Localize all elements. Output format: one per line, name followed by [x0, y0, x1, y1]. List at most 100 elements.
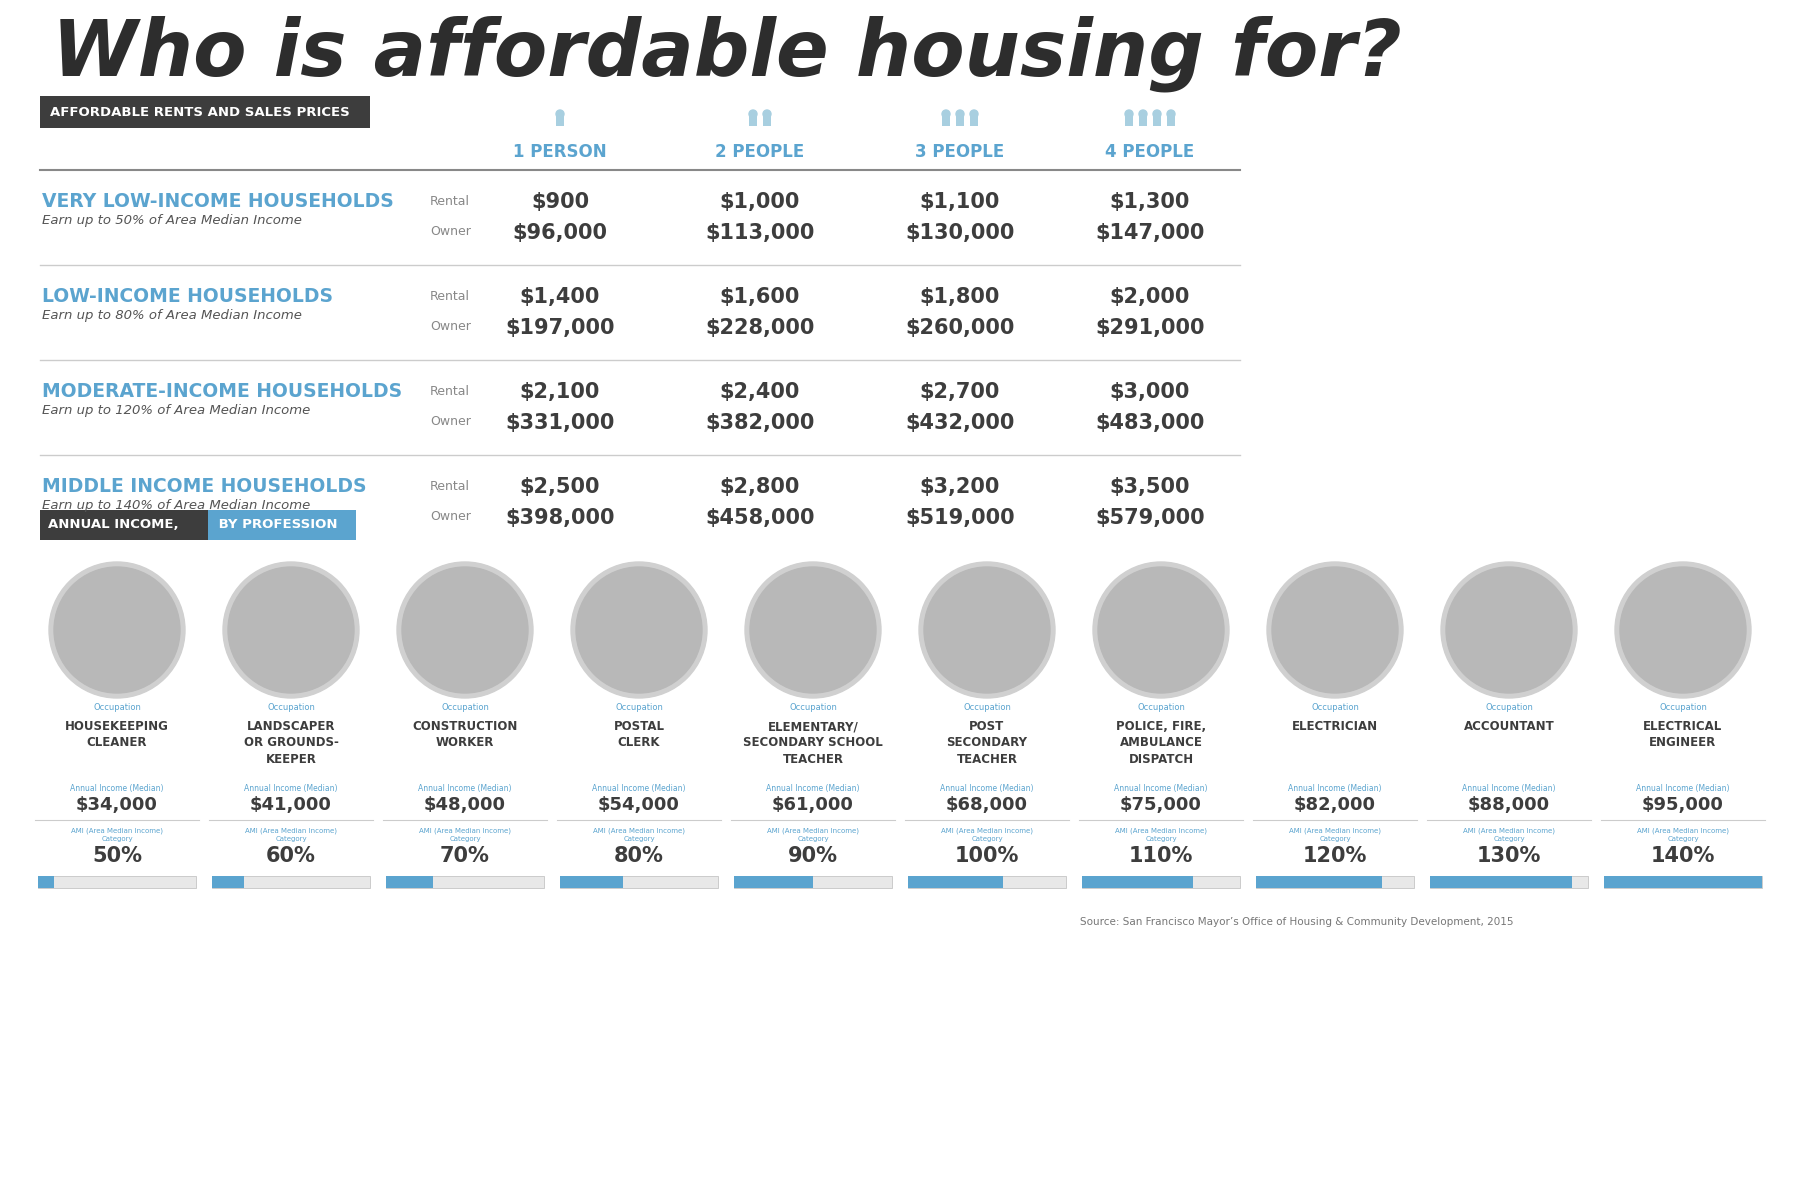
Text: $382,000: $382,000 — [706, 413, 815, 433]
Text: $54,000: $54,000 — [598, 796, 680, 814]
Text: $579,000: $579,000 — [1094, 508, 1204, 528]
Text: Occupation: Occupation — [616, 702, 662, 712]
FancyBboxPatch shape — [40, 510, 209, 540]
Text: AMI (Area Median Income)
Category: AMI (Area Median Income) Category — [245, 828, 337, 841]
Text: Occupation: Occupation — [1660, 702, 1706, 712]
Text: Rental: Rental — [430, 290, 470, 302]
Text: Rental: Rental — [430, 385, 470, 398]
Text: ACCOUNTANT: ACCOUNTANT — [1463, 720, 1555, 733]
Text: Rental: Rental — [430, 480, 470, 493]
FancyBboxPatch shape — [212, 876, 243, 888]
Text: Earn up to 50% of Area Median Income: Earn up to 50% of Area Median Income — [41, 214, 302, 227]
Text: 50%: 50% — [92, 846, 142, 866]
Text: Earn up to 140% of Area Median Income: Earn up to 140% of Area Median Income — [41, 499, 310, 512]
Text: $1,600: $1,600 — [720, 287, 801, 307]
Text: $75,000: $75,000 — [1120, 796, 1202, 814]
FancyBboxPatch shape — [560, 876, 718, 888]
FancyBboxPatch shape — [1429, 876, 1588, 888]
FancyBboxPatch shape — [1604, 876, 1762, 888]
Circle shape — [941, 110, 950, 118]
FancyBboxPatch shape — [38, 876, 54, 888]
Text: $82,000: $82,000 — [1294, 796, 1375, 814]
Circle shape — [923, 566, 1049, 692]
Text: 60%: 60% — [266, 846, 317, 866]
Text: Annual Income (Median): Annual Income (Median) — [767, 784, 860, 792]
FancyBboxPatch shape — [734, 876, 893, 888]
Text: Annual Income (Median): Annual Income (Median) — [245, 784, 338, 792]
Circle shape — [751, 566, 877, 692]
FancyBboxPatch shape — [1166, 116, 1175, 126]
Text: AMI (Area Median Income)
Category: AMI (Area Median Income) Category — [592, 828, 686, 841]
Text: AMI (Area Median Income)
Category: AMI (Area Median Income) Category — [70, 828, 164, 841]
Text: 110%: 110% — [1129, 846, 1193, 866]
Text: Annual Income (Median): Annual Income (Median) — [1636, 784, 1730, 792]
Text: AMI (Area Median Income)
Category: AMI (Area Median Income) Category — [419, 828, 511, 841]
Text: 1 PERSON: 1 PERSON — [513, 143, 607, 161]
Text: $398,000: $398,000 — [506, 508, 616, 528]
Text: 120%: 120% — [1303, 846, 1368, 866]
Text: Occupation: Occupation — [94, 702, 140, 712]
FancyBboxPatch shape — [941, 116, 950, 126]
Text: 100%: 100% — [954, 846, 1019, 866]
FancyBboxPatch shape — [1082, 876, 1193, 888]
FancyBboxPatch shape — [38, 876, 196, 888]
Circle shape — [1125, 110, 1132, 118]
Text: 90%: 90% — [788, 846, 839, 866]
Text: Owner: Owner — [430, 510, 472, 523]
Text: POLICE, FIRE,
AMBULANCE
DISPATCH: POLICE, FIRE, AMBULANCE DISPATCH — [1116, 720, 1206, 766]
Text: BY PROFESSION: BY PROFESSION — [214, 518, 338, 532]
Circle shape — [398, 562, 533, 698]
Circle shape — [54, 566, 180, 692]
Text: HOUSEKEEPING
CLEANER: HOUSEKEEPING CLEANER — [65, 720, 169, 750]
Circle shape — [1615, 562, 1751, 698]
Text: $2,800: $2,800 — [720, 476, 801, 497]
FancyBboxPatch shape — [734, 876, 814, 888]
Text: Annual Income (Median): Annual Income (Median) — [1462, 784, 1555, 792]
Text: LANDSCAPER
OR GROUNDS-
KEEPER: LANDSCAPER OR GROUNDS- KEEPER — [243, 720, 338, 766]
Circle shape — [229, 566, 355, 692]
Text: $458,000: $458,000 — [706, 508, 815, 528]
Text: 130%: 130% — [1476, 846, 1541, 866]
Text: 4 PEOPLE: 4 PEOPLE — [1105, 143, 1195, 161]
Text: Annual Income (Median): Annual Income (Median) — [70, 784, 164, 792]
Circle shape — [1442, 562, 1577, 698]
Text: AMI (Area Median Income)
Category: AMI (Area Median Income) Category — [1114, 828, 1208, 841]
FancyBboxPatch shape — [212, 876, 371, 888]
Text: $95,000: $95,000 — [1642, 796, 1724, 814]
Text: Owner: Owner — [430, 320, 472, 332]
Text: $1,300: $1,300 — [1111, 192, 1190, 212]
Text: Annual Income (Median): Annual Income (Median) — [418, 784, 511, 792]
Text: $3,000: $3,000 — [1111, 382, 1190, 402]
Text: POST
SECONDARY
TEACHER: POST SECONDARY TEACHER — [947, 720, 1028, 766]
Circle shape — [1445, 566, 1571, 692]
Circle shape — [401, 566, 527, 692]
Circle shape — [1267, 562, 1402, 698]
Circle shape — [571, 562, 707, 698]
Text: ELECTRICAL
ENGINEER: ELECTRICAL ENGINEER — [1643, 720, 1723, 750]
Text: $68,000: $68,000 — [947, 796, 1028, 814]
Text: Occupation: Occupation — [788, 702, 837, 712]
Text: $197,000: $197,000 — [506, 318, 616, 338]
FancyBboxPatch shape — [763, 116, 770, 126]
Circle shape — [956, 110, 965, 118]
Circle shape — [556, 110, 563, 118]
FancyBboxPatch shape — [209, 510, 356, 540]
Text: $260,000: $260,000 — [905, 318, 1015, 338]
Text: Occupation: Occupation — [266, 702, 315, 712]
Text: $130,000: $130,000 — [905, 223, 1015, 242]
Text: Earn up to 80% of Area Median Income: Earn up to 80% of Area Median Income — [41, 308, 302, 322]
Text: 80%: 80% — [614, 846, 664, 866]
FancyBboxPatch shape — [1125, 116, 1132, 126]
Text: AMI (Area Median Income)
Category: AMI (Area Median Income) Category — [941, 828, 1033, 841]
FancyBboxPatch shape — [40, 96, 371, 128]
FancyBboxPatch shape — [385, 876, 544, 888]
Text: $1,100: $1,100 — [920, 192, 1001, 212]
Text: $228,000: $228,000 — [706, 318, 815, 338]
Text: 3 PEOPLE: 3 PEOPLE — [916, 143, 1004, 161]
Text: Annual Income (Median): Annual Income (Median) — [592, 784, 686, 792]
Text: $3,500: $3,500 — [1111, 476, 1190, 497]
Circle shape — [1139, 110, 1147, 118]
Text: Occupation: Occupation — [1485, 702, 1534, 712]
Text: ANNUAL INCOME,: ANNUAL INCOME, — [49, 518, 178, 532]
Text: Earn up to 120% of Area Median Income: Earn up to 120% of Area Median Income — [41, 404, 310, 416]
